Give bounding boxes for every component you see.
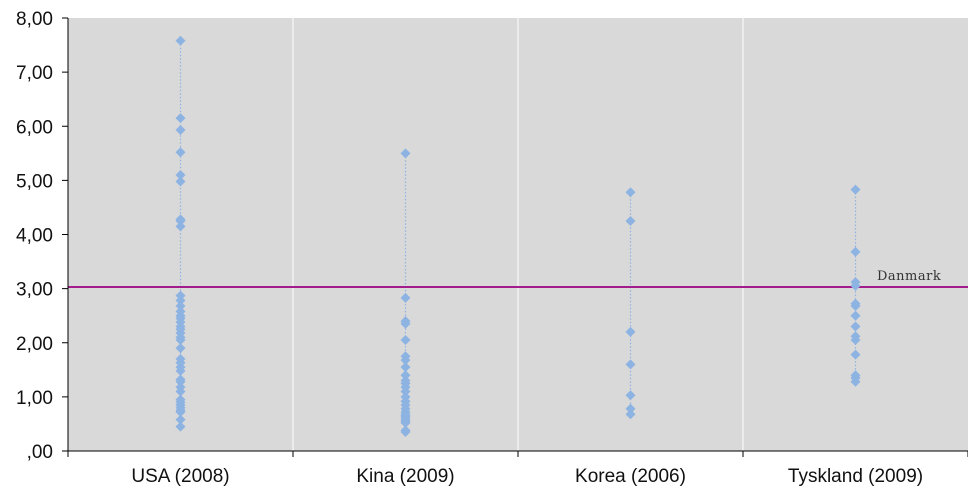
data-point [400, 335, 411, 346]
y-tick-label: 8,00 [16, 9, 53, 30]
data-point [175, 386, 186, 397]
y-tick-label: 1,00 [16, 388, 53, 409]
y-tick-label: 2,00 [16, 334, 53, 355]
data-point [175, 113, 186, 124]
data-point [850, 335, 861, 346]
data-point [850, 300, 861, 311]
data-point [400, 362, 411, 373]
data-point [175, 125, 186, 136]
data-point [400, 355, 411, 366]
x-tick-label: Kina (2009) [356, 466, 454, 486]
data-point [175, 376, 186, 387]
danmark-reference-label: Danmark [877, 269, 941, 284]
data-point [850, 376, 861, 387]
data-point [175, 407, 186, 418]
data-point [175, 221, 186, 232]
data-point [850, 246, 861, 257]
data-point [175, 421, 186, 432]
data-point [175, 343, 186, 354]
y-axis-ticks: ,00 1,00 2,00 3,00 4,00 5,00 6,00 7,00 8,00 [16, 9, 68, 463]
x-tick-label: Tyskland (2009) [788, 466, 923, 486]
data-point [175, 176, 186, 187]
data-point [625, 359, 636, 370]
x-axis-ticks: USA (2008) Kina (2009) Korea (2006) Tysklan… [67, 451, 968, 486]
data-point [400, 427, 411, 438]
data-points [175, 35, 861, 438]
data-point [175, 215, 186, 226]
data-point [400, 417, 411, 428]
data-point [625, 409, 636, 420]
y-tick-label: 6,00 [16, 117, 53, 138]
data-point [850, 310, 861, 321]
data-point [625, 187, 636, 198]
data-point [175, 414, 186, 425]
data-point [175, 300, 186, 311]
category-gridlines [292, 18, 744, 451]
data-point [400, 318, 411, 329]
data-point [175, 147, 186, 158]
y-tick-label: 3,00 [16, 280, 53, 301]
x-tick-label: Korea (2006) [575, 466, 686, 486]
data-point [625, 215, 636, 226]
data-point [850, 349, 861, 360]
data-point [400, 148, 411, 159]
data-point [175, 365, 186, 376]
data-point [175, 35, 186, 46]
data-point [175, 295, 186, 306]
data-point [625, 403, 636, 414]
reference-line-group: Danmark [68, 269, 968, 289]
data-point [850, 184, 861, 195]
data-point [175, 169, 186, 180]
y-tick-label: 4,00 [16, 226, 53, 247]
data-point [850, 280, 861, 291]
y-tick-label: 5,00 [16, 171, 53, 192]
x-tick-label: USA (2008) [131, 466, 229, 486]
data-point [400, 292, 411, 303]
data-point [625, 390, 636, 401]
data-point [625, 326, 636, 337]
data-point [850, 321, 861, 332]
data-point [400, 370, 411, 381]
data-point [175, 335, 186, 346]
data-point [400, 386, 411, 397]
y-tick-label: 7,00 [16, 63, 53, 84]
y-tick-label: ,00 [27, 442, 53, 463]
